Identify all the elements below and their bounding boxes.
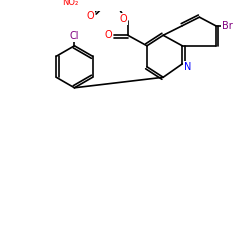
Text: O: O xyxy=(119,14,127,24)
Text: Cl: Cl xyxy=(70,31,79,41)
Text: NO₂: NO₂ xyxy=(62,0,79,7)
Text: N: N xyxy=(184,62,192,72)
Text: O: O xyxy=(104,30,112,40)
Text: Br: Br xyxy=(222,21,232,31)
Text: O: O xyxy=(87,11,94,21)
